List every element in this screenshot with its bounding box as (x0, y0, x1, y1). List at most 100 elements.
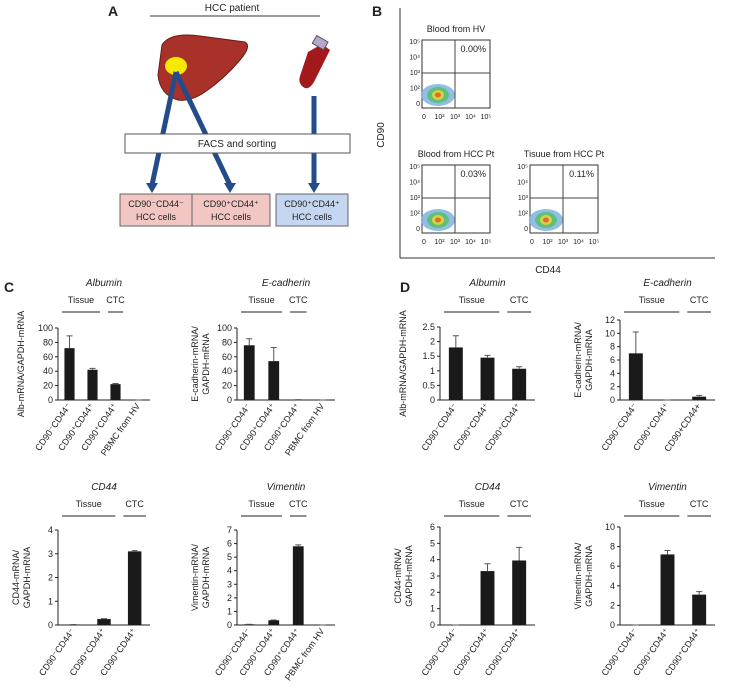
error-bar (665, 551, 671, 555)
x-tick-label: 0 (422, 239, 426, 246)
y-tick-label: 10² (410, 211, 421, 218)
bar (87, 370, 97, 400)
x-tick-label: 10⁵ (589, 239, 600, 246)
density (543, 218, 549, 223)
plot-title: Blood from HCC Pt (418, 149, 495, 159)
y-axis-label: GAPDH-mRNA (404, 545, 414, 607)
x-tick-label: 10³ (450, 114, 461, 121)
panel-label: A (108, 3, 118, 19)
y-tick-label: 0 (48, 620, 53, 630)
x-tick-label: 10³ (558, 239, 569, 246)
y-tick-label: 7 (227, 525, 232, 535)
y-tick-label: 10⁵ (409, 164, 420, 171)
y-tick-label: 8 (610, 342, 615, 352)
y-tick-label: 2 (48, 573, 53, 583)
density (435, 93, 441, 98)
x-tick-label: 10⁵ (481, 239, 492, 246)
y-axis-label: E-cadherin-mRNA/ (573, 322, 583, 398)
y-tick-label: 10⁴ (409, 55, 420, 62)
y-tick-label: 10² (518, 211, 529, 218)
box-text: HCC cells (211, 212, 252, 222)
chart-title: Albumin (85, 278, 123, 289)
group-label: CTC (106, 295, 125, 305)
y-tick-label: 4 (610, 368, 615, 378)
error-bar (67, 336, 73, 348)
facs-label: FACS and sorting (198, 139, 276, 150)
group-label: CTC (690, 499, 709, 509)
percent: 0.11% (569, 169, 594, 179)
y-tick-label: 5 (430, 538, 435, 548)
y-tick-label: 100 (38, 323, 53, 333)
x-tick-label: 10⁴ (465, 239, 476, 246)
bar (449, 347, 463, 400)
error-bar (246, 339, 252, 345)
group-label: Tissue (459, 295, 485, 305)
error-bar (485, 564, 491, 571)
x-tick-label: 10⁴ (465, 114, 476, 121)
error-bar (90, 368, 96, 369)
arrowhead (224, 183, 236, 193)
bar (268, 361, 279, 400)
y-axis-label: CD44-mRNA/ (11, 550, 21, 606)
error-bar (485, 355, 491, 357)
chart-title: CD44 (475, 482, 501, 493)
y-tick-label: 10⁴ (517, 180, 528, 187)
bar (481, 571, 495, 625)
plot-title: Tisuue from HCC Pt (524, 149, 605, 159)
y-tick-label: 20 (43, 381, 53, 391)
bar (692, 595, 706, 625)
y-tick-label: 10⁵ (409, 39, 420, 46)
y-tick-label: 4 (48, 525, 53, 535)
plot-title: Blood from HV (427, 24, 486, 34)
y-tick-label: 10³ (410, 70, 421, 77)
y-tick-label: 6 (610, 561, 615, 571)
y-tick-label: 1 (48, 596, 53, 606)
x-tick-label: 0 (422, 114, 426, 121)
y-axis-label: CD44-mRNA/ (393, 548, 403, 604)
bar-chart: VimentinVimentin-mRNA/GAPDH-mRNA0246810T… (573, 482, 715, 678)
y-tick-label: 0 (227, 620, 232, 630)
y-tick-label: 2 (610, 382, 615, 392)
bar (512, 369, 526, 400)
y-axis-label: Vimentin-mRNA/ (573, 542, 583, 609)
bar (293, 546, 304, 625)
y-axis-label: E-cadherin-mRNA/ (190, 326, 200, 402)
y-tick-label: 2 (430, 337, 435, 347)
group-label: Tissue (76, 499, 102, 509)
density (435, 218, 441, 223)
arrowhead (146, 183, 158, 193)
box-text: HCC cells (136, 212, 177, 222)
y-axis-label: GAPDH-mRNA (584, 329, 594, 391)
bar-chart: E-cadherinE-cadherin-mRNA/GAPDH-mRNA0246… (573, 278, 715, 453)
group-label: CTC (510, 499, 529, 509)
y-axis-label: GAPDH-mRNA (22, 547, 32, 609)
panel-label: B (372, 3, 382, 19)
y-tick-label: 60 (222, 352, 232, 362)
y-tick-label: 10⁴ (409, 180, 420, 187)
arrowhead (308, 183, 320, 193)
group-label: CTC (510, 295, 529, 305)
chart-title: E-cadherin (643, 278, 692, 289)
panel-label: C (4, 279, 14, 295)
y-axis-label: GAPDH-mRNA (201, 547, 211, 609)
group-label: Tissue (639, 499, 665, 509)
group-label: Tissue (68, 295, 94, 305)
y-tick-label: 20 (222, 381, 232, 391)
y-tick-label: 1.5 (422, 351, 435, 361)
group-label: Tissue (459, 499, 485, 509)
error-bar (271, 347, 277, 361)
box-text: HCC cells (292, 212, 333, 222)
bar (110, 384, 120, 400)
y-tick-label: 10³ (518, 195, 529, 202)
y-axis-label: GAPDH-mRNA (584, 545, 594, 607)
box-text: CD90⁺CD44⁺ (284, 199, 340, 209)
y-tick-label: 2 (227, 593, 232, 603)
bar (512, 560, 526, 625)
percent: 0.03% (460, 169, 486, 179)
group-label: CTC (125, 499, 144, 509)
error-bar (113, 383, 119, 384)
bar (268, 620, 279, 625)
error-bar (696, 592, 702, 595)
